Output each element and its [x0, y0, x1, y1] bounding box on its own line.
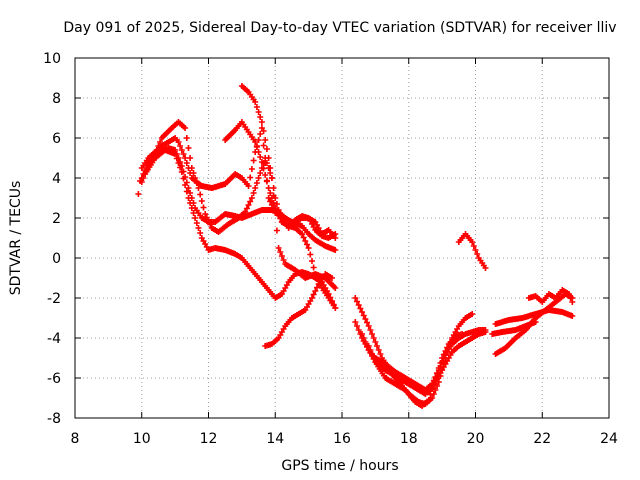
y-tick-label: 0 [52, 251, 61, 267]
series-track-l [455, 231, 489, 271]
series-markers-track-d [142, 147, 339, 311]
x-tick-label: 22 [533, 431, 551, 447]
y-tick-label: 2 [52, 211, 61, 227]
data-points [135, 83, 576, 409]
y-tick-label: -4 [47, 331, 61, 347]
y-tick-label: 10 [43, 51, 61, 67]
plot-frame [74, 57, 610, 419]
x-tick-label: 24 [600, 431, 618, 447]
series-markers-track-l [455, 231, 489, 271]
y-tick-label: -6 [47, 371, 61, 387]
x-tick-label: 18 [400, 431, 418, 447]
series-markers-track-a [135, 125, 339, 241]
series-track-g [262, 271, 335, 349]
x-tick-label: 14 [266, 431, 284, 447]
x-tick-label: 20 [467, 431, 485, 447]
series-track-k [365, 331, 466, 409]
series-track-b [138, 145, 339, 253]
y-tick-label: 8 [52, 91, 61, 107]
x-tick-label: 10 [133, 431, 151, 447]
series-track-f [238, 83, 339, 311]
x-tick-label: 16 [333, 431, 351, 447]
series-markers-track-b [138, 145, 339, 253]
x-tick-label: 12 [200, 431, 218, 447]
y-tick-label: 6 [52, 131, 61, 147]
y-tick-label: -8 [47, 411, 61, 427]
series-track-p [489, 319, 539, 337]
chart-title: Day 091 of 2025, Sidereal Day-to-day VTE… [63, 20, 616, 36]
x-tick-label: 8 [71, 431, 80, 447]
x-axis-label: GPS time / hours [281, 458, 398, 474]
series-track-a [135, 125, 339, 241]
series-markers-track-p [489, 319, 539, 337]
y-tick-label: -2 [47, 291, 61, 307]
series-markers-track-o [525, 287, 576, 305]
series-markers-track-g [262, 271, 335, 349]
grid-lines [75, 58, 609, 418]
series-track-d [142, 147, 339, 311]
series-track-o [525, 287, 576, 305]
series-markers-track-f [238, 83, 339, 311]
series-markers-track-k [365, 331, 466, 409]
y-axis-label: SDTVAR / TECUs [8, 181, 24, 296]
y-tick-label: 4 [52, 171, 61, 187]
